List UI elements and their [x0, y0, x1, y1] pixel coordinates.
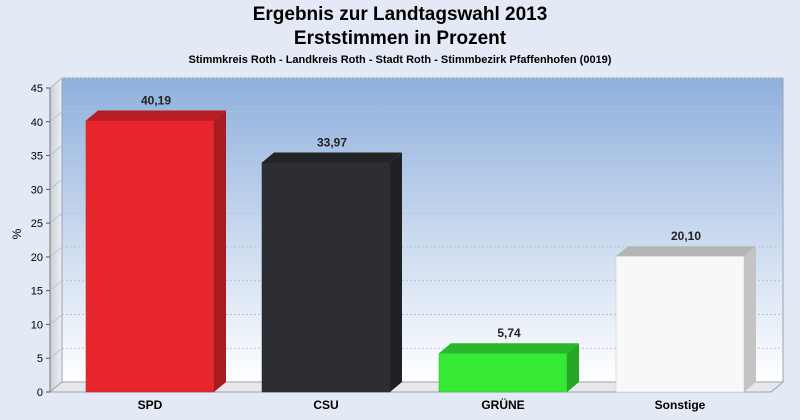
bar-side: [567, 343, 579, 392]
x-tick-label: CSU: [313, 398, 338, 412]
gridline-side: [49, 212, 63, 224]
bar-csu: [261, 162, 391, 393]
gridline-side: [49, 246, 63, 258]
bar-side: [744, 246, 756, 392]
y-tick-label: 0: [37, 387, 43, 399]
bar-sonstige: [615, 255, 745, 393]
x-tick-label: SPD: [138, 398, 163, 412]
chart-title-line2: Erststimmen in Prozent: [293, 28, 507, 49]
value-label: 40,19: [141, 93, 171, 107]
bar-top: [262, 152, 402, 163]
bar-side: [390, 152, 402, 392]
gridline-side: [49, 347, 63, 359]
bar-grüne: [438, 352, 568, 393]
y-tick-label: 5: [37, 353, 43, 365]
chart-title-line1: Ergebnis zur Landtagswahl 2013: [252, 4, 548, 25]
bar-spd: [85, 120, 215, 393]
y-tick-label: 40: [31, 117, 43, 129]
x-tick-label: GRÜNE: [481, 397, 524, 412]
gridline-side: [49, 178, 63, 190]
value-label: 33,97: [317, 136, 347, 150]
y-tick-label: 30: [31, 184, 43, 196]
y-tick-label: 20: [31, 252, 43, 264]
value-label: 5,74: [497, 326, 521, 340]
gridline-side: [49, 145, 63, 156]
gridline-side: [49, 111, 63, 123]
plot-left-wall: [49, 76, 63, 394]
bar-top: [616, 246, 756, 257]
y-axis-label: %: [10, 228, 24, 239]
y-tick-label: 10: [31, 319, 43, 331]
y-tick-label: 45: [31, 83, 43, 95]
gridline-side: [49, 314, 63, 325]
chart-subtitle: Stimmkreis Roth - Landkreis Roth - Stadt…: [188, 54, 612, 66]
y-tick-label: 15: [31, 286, 43, 298]
y-tick-label: 35: [31, 151, 43, 163]
gridline-side: [49, 280, 63, 292]
x-tick-label: Sonstige: [655, 398, 706, 412]
bar-top: [86, 110, 226, 121]
gridline-side: [49, 77, 63, 89]
y-tick-label: 25: [31, 218, 43, 230]
value-label: 20,10: [671, 229, 701, 243]
bar-top: [439, 343, 579, 354]
bar-side: [214, 110, 226, 392]
